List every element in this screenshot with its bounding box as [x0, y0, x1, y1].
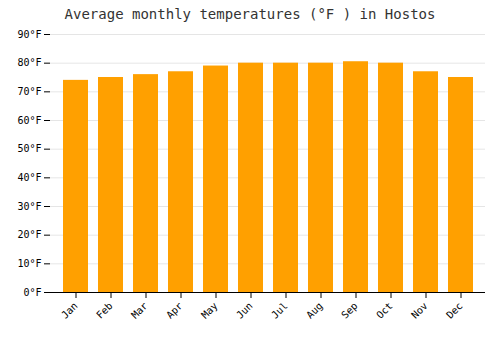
svg-text:Dec: Dec [444, 300, 465, 321]
svg-text:Oct: Oct [374, 300, 395, 321]
svg-text:Jul: Jul [269, 300, 290, 321]
svg-text:Aug: Aug [304, 300, 325, 321]
svg-text:Nov: Nov [409, 300, 430, 321]
svg-text:Feb: Feb [94, 300, 115, 321]
svg-text:Sep: Sep [339, 300, 360, 321]
svg-text:20°F: 20°F [17, 229, 41, 240]
svg-text:Apr: Apr [164, 300, 185, 321]
svg-text:Mar: Mar [129, 300, 150, 321]
svg-text:80°F: 80°F [17, 57, 41, 68]
svg-text:30°F: 30°F [17, 201, 41, 212]
svg-text:10°F: 10°F [17, 258, 41, 269]
svg-text:Jun: Jun [234, 300, 255, 321]
svg-text:May: May [199, 300, 220, 321]
svg-text:0°F: 0°F [23, 287, 41, 298]
svg-text:40°F: 40°F [17, 172, 41, 183]
svg-text:90°F: 90°F [17, 29, 41, 40]
svg-text:60°F: 60°F [17, 115, 41, 126]
html-text:Average monthly temperatures (: Average monthly temperatures (°F ) in Ho… [64, 6, 436, 22]
svg-text:50°F: 50°F [17, 143, 41, 154]
svg-text:70°F: 70°F [17, 86, 41, 97]
svg-text:Jan: Jan [59, 300, 80, 321]
